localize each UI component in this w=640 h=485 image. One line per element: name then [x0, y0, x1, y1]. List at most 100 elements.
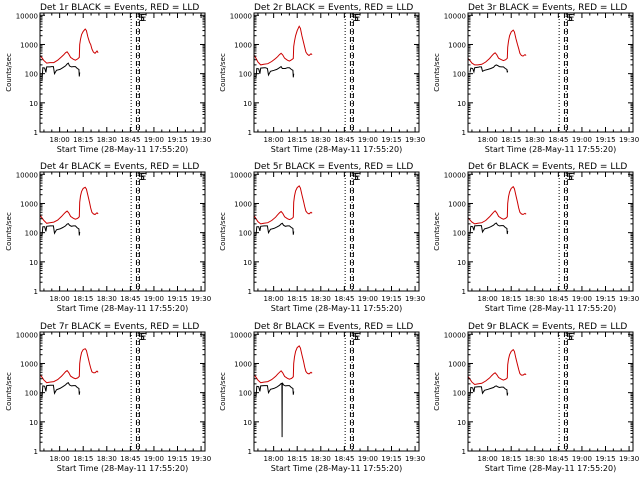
x-tick-label: 18:15 — [287, 455, 307, 463]
x-tick-label: 18:30 — [97, 136, 117, 144]
panel-title: Det 3r BLACK = Events, RED = LLD — [468, 3, 627, 13]
x-tick-label: 18:30 — [311, 295, 331, 303]
y-tick-label: 10 — [29, 259, 38, 267]
events-series — [255, 65, 295, 79]
x-tick-label: 19:30 — [191, 136, 211, 144]
lld-series — [467, 348, 527, 386]
x-tick-label: 19:15 — [381, 136, 401, 144]
x-tick-label: 18:00 — [264, 136, 284, 144]
x-axis-label: Start Time (28-May-11 17:55:20) — [271, 304, 402, 313]
x-tick-label: 18:45 — [120, 295, 140, 303]
x-tick-label: 19:15 — [167, 295, 187, 303]
marker-label: E — [140, 332, 146, 343]
x-tick-label: 18:30 — [97, 455, 117, 463]
y-tick-label: 1000 — [20, 360, 38, 368]
plot-frame — [467, 12, 634, 133]
marker-label: S — [138, 13, 144, 24]
y-tick-label: 10000 — [16, 331, 38, 339]
events-series — [41, 222, 81, 237]
x-tick-label: 19:30 — [191, 295, 211, 303]
lld-series — [39, 28, 99, 64]
lld-series — [39, 348, 99, 384]
y-tick-label: 1 — [248, 448, 252, 456]
events-series — [469, 222, 509, 235]
x-tick-label: 19:30 — [405, 136, 425, 144]
x-tick-label: 18:45 — [120, 136, 140, 144]
panel-title: Det 2r BLACK = Events, RED = LLD — [254, 3, 413, 13]
y-tick-label: 1000 — [448, 200, 466, 208]
x-tick-label: 19:00 — [572, 136, 592, 144]
x-axis-label: Start Time (28-May-11 17:55:20) — [485, 464, 616, 473]
plot-frame — [39, 12, 206, 133]
x-tick-label: 19:15 — [381, 295, 401, 303]
x-tick-label: 18:45 — [120, 455, 140, 463]
y-tick-label: 10000 — [230, 331, 252, 339]
x-tick-label: 18:15 — [73, 455, 93, 463]
marker-label: S — [138, 332, 144, 343]
marker-label: E — [140, 13, 146, 24]
lld-series — [39, 186, 99, 224]
x-tick-label: 19:30 — [619, 136, 639, 144]
marker-label: S — [566, 332, 572, 343]
events-series — [41, 382, 81, 399]
x-tick-label: 19:30 — [619, 295, 639, 303]
x-tick-label: 19:00 — [358, 295, 378, 303]
y-tick-label: 1 — [34, 288, 38, 296]
x-tick-label: 19:15 — [381, 455, 401, 463]
x-tick-label: 18:45 — [548, 136, 568, 144]
x-tick-label: 18:15 — [501, 455, 521, 463]
y-tick-label: 10 — [457, 259, 466, 267]
y-tick-label: 10 — [457, 419, 466, 427]
x-tick-label: 18:30 — [311, 136, 331, 144]
y-tick-label: 1 — [34, 129, 38, 137]
panel-title: Det 6r BLACK = Events, RED = LLD — [468, 162, 627, 172]
y-axis-label: Counts/sec — [5, 53, 13, 92]
y-tick-label: 100 — [453, 230, 466, 238]
x-axis-label: Start Time (28-May-11 17:55:20) — [485, 145, 616, 154]
x-tick-label: 18:30 — [97, 295, 117, 303]
y-axis-label: Counts/sec — [5, 212, 13, 251]
events-series — [255, 222, 295, 236]
x-tick-label: 18:00 — [50, 455, 70, 463]
x-tick-label: 19:00 — [144, 455, 164, 463]
plot-frame — [39, 171, 206, 292]
y-tick-label: 100 — [239, 230, 252, 238]
x-tick-label: 18:00 — [264, 455, 284, 463]
panel-title: Det 7r BLACK = Events, RED = LLD — [40, 322, 199, 332]
panel-title: Det 4r BLACK = Events, RED = LLD — [40, 162, 199, 172]
x-tick-label: 19:15 — [167, 455, 187, 463]
x-tick-label: 18:45 — [334, 136, 354, 144]
x-tick-label: 19:00 — [572, 295, 592, 303]
y-tick-label: 1 — [248, 129, 252, 137]
x-tick-label: 18:30 — [525, 455, 545, 463]
y-tick-label: 10000 — [16, 171, 38, 179]
x-tick-label: 18:15 — [501, 295, 521, 303]
y-axis-label: Counts/sec — [433, 372, 441, 411]
x-tick-label: 19:00 — [144, 295, 164, 303]
marker-label: E — [568, 13, 574, 24]
marker-label: S — [352, 332, 358, 343]
panel-title: Det 8r BLACK = Events, RED = LLD — [254, 322, 413, 332]
y-axis-label: Counts/sec — [433, 212, 441, 251]
x-axis-label: Start Time (28-May-11 17:55:20) — [57, 464, 188, 473]
marker-label: E — [354, 172, 360, 183]
y-axis-label: Counts/sec — [5, 372, 13, 411]
x-tick-label: 18:15 — [73, 295, 93, 303]
plot-frame — [253, 171, 420, 292]
lld-series — [467, 29, 527, 66]
y-tick-label: 1 — [34, 448, 38, 456]
x-tick-label: 18:00 — [478, 295, 498, 303]
marker-label: E — [568, 172, 574, 183]
panel-title: Det 1r BLACK = Events, RED = LLD — [40, 3, 199, 13]
y-tick-label: 10 — [243, 259, 252, 267]
y-tick-label: 1000 — [234, 41, 252, 49]
events-series — [255, 382, 295, 438]
x-tick-label: 18:00 — [50, 136, 70, 144]
x-tick-label: 19:00 — [358, 455, 378, 463]
